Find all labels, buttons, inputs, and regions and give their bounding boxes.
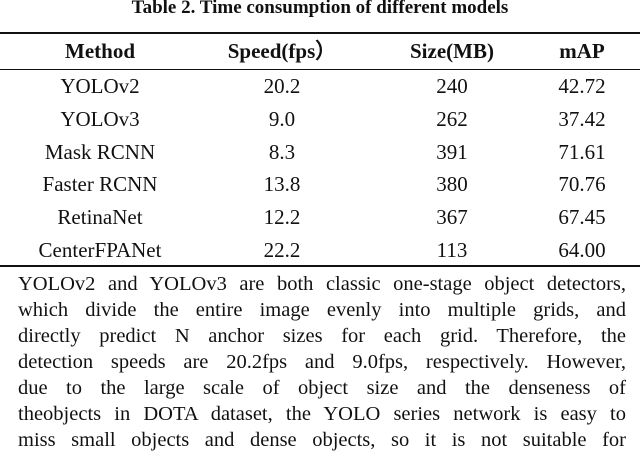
paragraph-line: directly predict N anchor sizes for each… bbox=[18, 325, 626, 347]
table-cell: 37.42 bbox=[558, 106, 606, 131]
table-cell: 113 bbox=[436, 238, 468, 262]
table-cell: 240 bbox=[436, 74, 468, 98]
paragraph-line: detection speeds are 20.2fps and 9.0fps,… bbox=[18, 351, 626, 373]
table-cell: 367 bbox=[436, 205, 468, 230]
top-rule bbox=[0, 32, 640, 34]
paragraph-line: which divide the entire image evenly int… bbox=[18, 299, 626, 321]
table-cell: 71.61 bbox=[558, 139, 606, 164]
table-cell: Mask RCNN bbox=[44, 139, 156, 164]
table-cell: 67.45 bbox=[558, 205, 606, 230]
header-cell: mAP bbox=[559, 39, 605, 63]
table-cell: YOLOv3 bbox=[60, 106, 140, 131]
table-cell: YOLOv2 bbox=[60, 74, 140, 98]
table-cell: Faster RCNN bbox=[42, 172, 158, 197]
table-cell: 42.72 bbox=[558, 74, 606, 98]
paragraph-line: YOLOv2 and YOLOv3 are both classic one-s… bbox=[18, 273, 626, 295]
header-cell: Speed(fps） bbox=[227, 39, 337, 63]
table-cell: 13.8 bbox=[263, 172, 301, 197]
table-cell: 20.2 bbox=[263, 74, 301, 98]
table-cell: CenterFPANet bbox=[38, 238, 162, 262]
paragraph-line: due to the large scale of object size an… bbox=[18, 377, 626, 399]
header-rule bbox=[0, 69, 640, 70]
paragraph-line: theobjects in DOTA dataset, the YOLO ser… bbox=[18, 403, 626, 425]
table-cell: 22.2 bbox=[263, 238, 301, 262]
header-cell: Method bbox=[65, 39, 135, 63]
paragraph-line: miss small objects and dense objects, so… bbox=[18, 429, 626, 451]
table-cell: 8.3 bbox=[268, 139, 296, 164]
table-cell: 70.76 bbox=[558, 172, 606, 197]
bottom-rule bbox=[0, 265, 640, 267]
table-cell: 9.0 bbox=[268, 106, 296, 131]
table-cell: 262 bbox=[436, 106, 468, 131]
table-caption: Table 2. Time consumption of different m… bbox=[131, 0, 509, 18]
table-cell: 64.00 bbox=[558, 238, 606, 262]
table-cell: RetinaNet bbox=[57, 205, 143, 230]
header-cell: Size(MB) bbox=[410, 39, 494, 63]
table-cell: 380 bbox=[436, 172, 468, 197]
table-cell: 391 bbox=[436, 139, 468, 164]
table-cell: 12.2 bbox=[263, 205, 301, 230]
